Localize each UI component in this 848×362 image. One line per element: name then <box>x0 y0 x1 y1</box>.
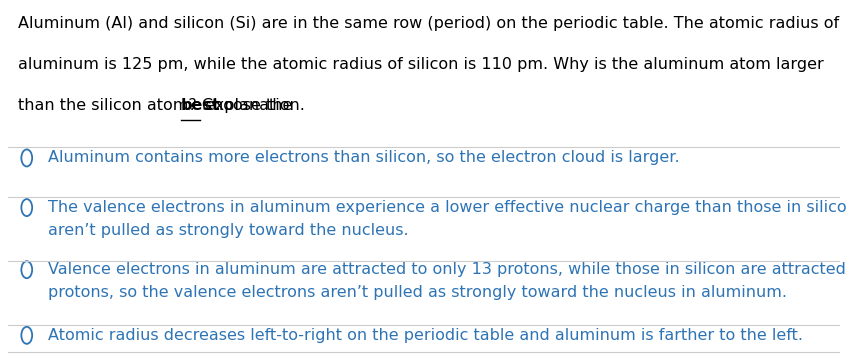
Text: Aluminum contains more electrons than silicon, so the electron cloud is larger.: Aluminum contains more electrons than si… <box>48 150 680 165</box>
Text: Atomic radius decreases left-to-right on the periodic table and aluminum is fart: Atomic radius decreases left-to-right on… <box>48 328 803 342</box>
Text: than the silicon atom? Choose the: than the silicon atom? Choose the <box>19 98 298 113</box>
Text: The valence electrons in aluminum experience a lower effective nuclear charge th: The valence electrons in aluminum experi… <box>48 200 848 237</box>
Text: Aluminum (Al) and silicon (Si) are in the same row (period) on the periodic tabl: Aluminum (Al) and silicon (Si) are in th… <box>19 16 840 31</box>
Text: explanation.: explanation. <box>200 98 305 113</box>
Text: best: best <box>181 98 220 113</box>
Text: aluminum is 125 pm, while the atomic radius of silicon is 110 pm. Why is the alu: aluminum is 125 pm, while the atomic rad… <box>19 57 824 72</box>
Text: Valence electrons in aluminum are attracted to only 13 protons, while those in s: Valence electrons in aluminum are attrac… <box>48 262 848 300</box>
